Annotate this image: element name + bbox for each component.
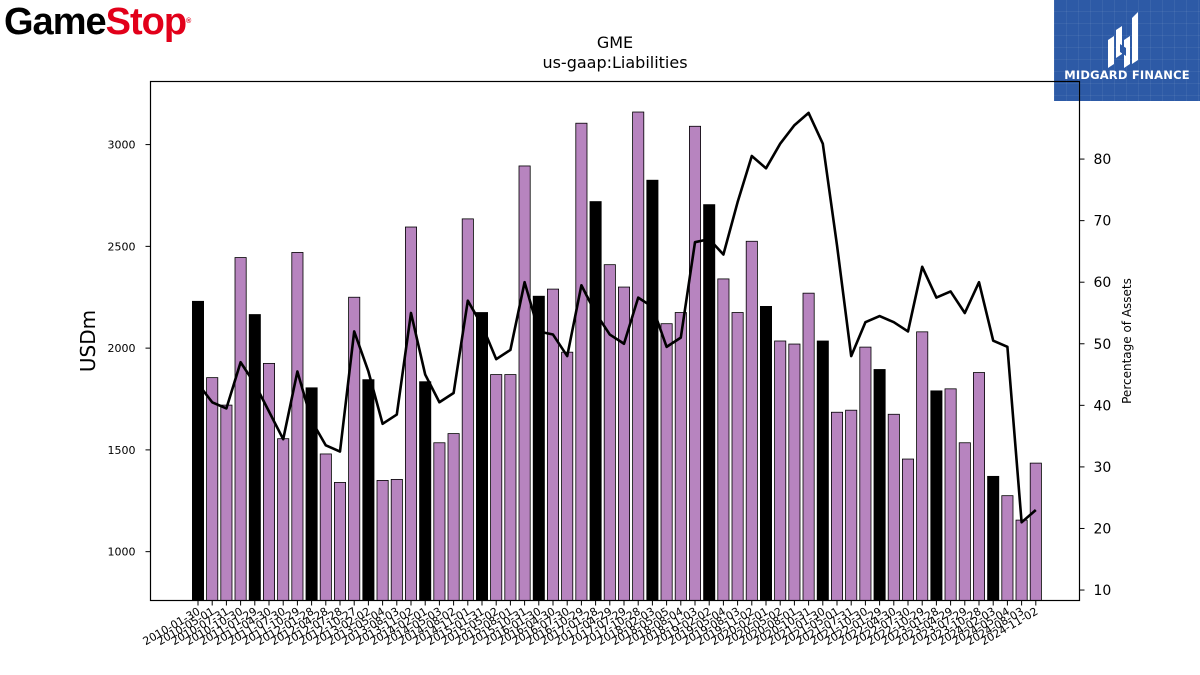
quarterly-bar [404,226,417,601]
annual-bar [191,300,204,601]
annual-bar [419,381,432,601]
annual-bar [532,295,545,601]
right-axis-ticks: 10 20 30 40 50 60 70 80 [1079,152,1112,599]
left-axis-ticks: 1000 1500 2000 2500 3000 [108,139,151,559]
y-tick-label: 3000 [108,139,136,152]
quarterly-bar [490,374,503,601]
annual-bar [362,379,375,601]
percentage-line-series [196,111,1037,524]
quarterly-bar [973,372,986,601]
quarterly-bar [206,377,219,601]
y2-tick-label: 80 [1094,152,1112,168]
quarterly-bar [802,292,815,601]
quarterly-bar [674,312,687,601]
x-axis-ticks: 2010-01-302010-05-012010-07-312010-10-30… [141,600,1040,648]
annual-bar [248,314,261,601]
quarterly-bar [731,312,744,601]
midgard-logo-icon [1108,12,1138,68]
annual-bar [589,201,602,601]
y2-tick-label: 50 [1094,337,1112,353]
quarterly-bar [958,442,971,601]
chart-title: GME [597,33,633,52]
percentage-of-assets-line [196,111,1037,524]
y2-axis-label: Percentage of Assets [1120,278,1134,404]
logo-registered-mark: ® [186,18,191,25]
midgard-finance-badge: MIDGARD FINANCE [1054,0,1200,101]
quarterly-bar [461,218,474,601]
y2-tick-label: 20 [1094,521,1112,537]
annual-bar [703,204,716,601]
y-axis-label: USDm [76,310,100,372]
quarterly-bar [575,122,588,601]
annual-bar [475,312,488,601]
quarterly-bar [845,409,858,601]
bar-series [191,111,1042,601]
quarterly-bar [518,165,531,601]
quarterly-bar [277,438,290,601]
quarterly-bar [831,411,844,601]
quarterly-bar [234,257,247,601]
quarterly-bar [1029,462,1042,601]
quarterly-bar [291,252,304,601]
annual-bar [873,369,886,601]
chart-subtitle: us-gaap:Liabilities [542,53,687,72]
quarterly-bar [660,323,673,601]
quarterly-bar [859,346,872,601]
logo-game-text: Game [4,1,107,43]
y2-tick-label: 30 [1094,460,1112,476]
quarterly-bar [262,362,275,601]
quarterly-bar [333,482,346,601]
y-tick-label: 2500 [108,240,136,253]
quarterly-bar [376,480,389,601]
quarterly-bar [390,478,403,601]
quarterly-bar [447,433,460,601]
y-tick-label: 1000 [108,546,136,559]
quarterly-bar [561,351,574,601]
y2-tick-label: 10 [1094,583,1112,599]
quarterly-bar [632,111,645,601]
quarterly-bar [319,453,332,601]
quarterly-bar [689,125,702,601]
quarterly-bar [887,413,900,601]
quarterly-bar [774,340,787,601]
quarterly-bar [717,278,730,601]
y2-tick-label: 60 [1094,275,1112,291]
quarterly-bar [788,343,801,601]
quarterly-bar [1001,495,1014,601]
y2-tick-label: 40 [1094,398,1112,414]
annual-bar [930,390,943,601]
quarterly-bar [220,404,233,601]
y-tick-label: 2000 [108,342,136,355]
plot-frame [149,80,1081,602]
quarterly-bar [504,374,517,601]
annual-bar [816,340,829,601]
annual-bar [760,305,773,601]
quarterly-bar [916,331,929,601]
quarterly-bar [603,264,616,601]
badge-text: MIDGARD FINANCE [1064,68,1190,82]
gamestop-logo: GameStop® [4,0,191,44]
annual-bar [987,475,1000,601]
quarterly-bar [745,240,758,601]
quarterly-bar [902,458,915,601]
y-tick-label: 1500 [108,444,136,457]
quarterly-bar [1015,519,1028,601]
quarterly-bar [944,388,957,601]
annual-bar [646,179,659,601]
quarterly-bar [433,442,446,601]
logo-stop-text: Stop [105,1,187,43]
y2-tick-label: 70 [1094,214,1112,230]
